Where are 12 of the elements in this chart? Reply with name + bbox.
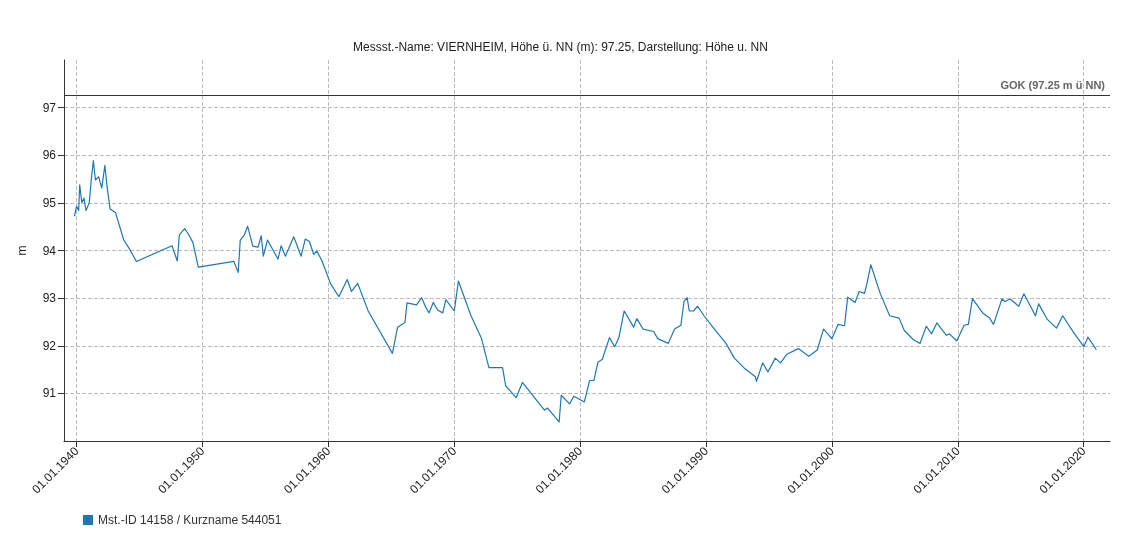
ref-line-label: GOK (97.25 m ü NN) (1000, 79, 1106, 92)
chart-title: Messst.-Name: VIERNHEIM, Höhe ü. NN (m): 97.25, Darstellung: Höhe u. NN (353, 40, 768, 54)
y-tick-label: 92 (42, 338, 57, 353)
y-tick-label: 91 (42, 386, 57, 401)
y-tick-label: 95 (42, 195, 57, 210)
y-axis-title: m (15, 245, 29, 256)
line-series (73, 159, 1097, 423)
y-tick-label: 96 (42, 148, 57, 163)
y-tick-label: 97 (42, 100, 57, 115)
y-tick-label: 93 (42, 291, 57, 306)
legend-label: Mst.-ID 14158 / Kurzname 544051 (98, 513, 282, 527)
y-tick-label: 94 (42, 243, 57, 258)
